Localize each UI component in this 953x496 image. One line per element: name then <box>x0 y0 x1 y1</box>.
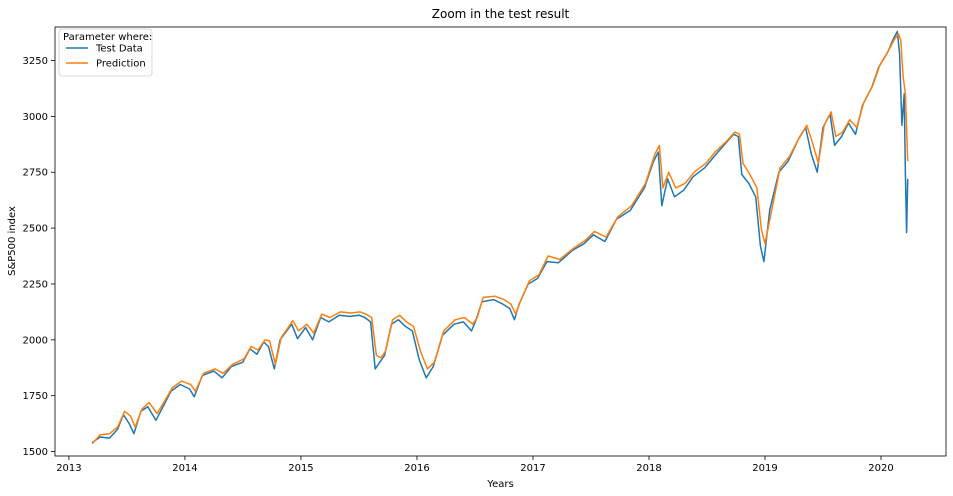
y-tick-label: 1500 <box>23 447 48 458</box>
y-tick-label: 3250 <box>23 56 48 67</box>
y-tick-label: 2500 <box>23 224 48 235</box>
x-tick-label: 2014 <box>172 463 197 474</box>
x-tick-label: 2013 <box>56 463 81 474</box>
y-axis-title: S&P500 index <box>7 206 18 276</box>
x-tick-label: 2020 <box>868 463 893 474</box>
y-tick-label: 2250 <box>23 279 48 290</box>
legend-box <box>58 28 153 77</box>
plot-area: 2013 2014 2015 2016 2017 2018 2019 2020 1500 1750… <box>23 26 947 474</box>
series-line-test-data <box>91 30 909 444</box>
x-tick-label: 2015 <box>288 463 313 474</box>
legend-title: Parameter where: <box>63 32 152 43</box>
y-tick-label: 3000 <box>23 112 48 123</box>
y-tick-label: 2750 <box>23 168 48 179</box>
x-tick-label: 2017 <box>520 463 545 474</box>
legend-label: Prediction <box>96 59 146 70</box>
y-tick-label: 1750 <box>23 391 48 402</box>
chart-title: Zoom in the test result <box>432 7 570 21</box>
y-tick-label: 2000 <box>23 335 48 346</box>
legend-label: Test Data <box>95 44 143 55</box>
x-tick-label: 2016 <box>404 463 429 474</box>
x-tick-label: 2019 <box>752 463 777 474</box>
x-axis-title: Years <box>486 479 513 490</box>
series-line-prediction <box>91 32 909 445</box>
axes-frame <box>54 26 947 457</box>
x-tick-label: 2018 <box>636 463 661 474</box>
